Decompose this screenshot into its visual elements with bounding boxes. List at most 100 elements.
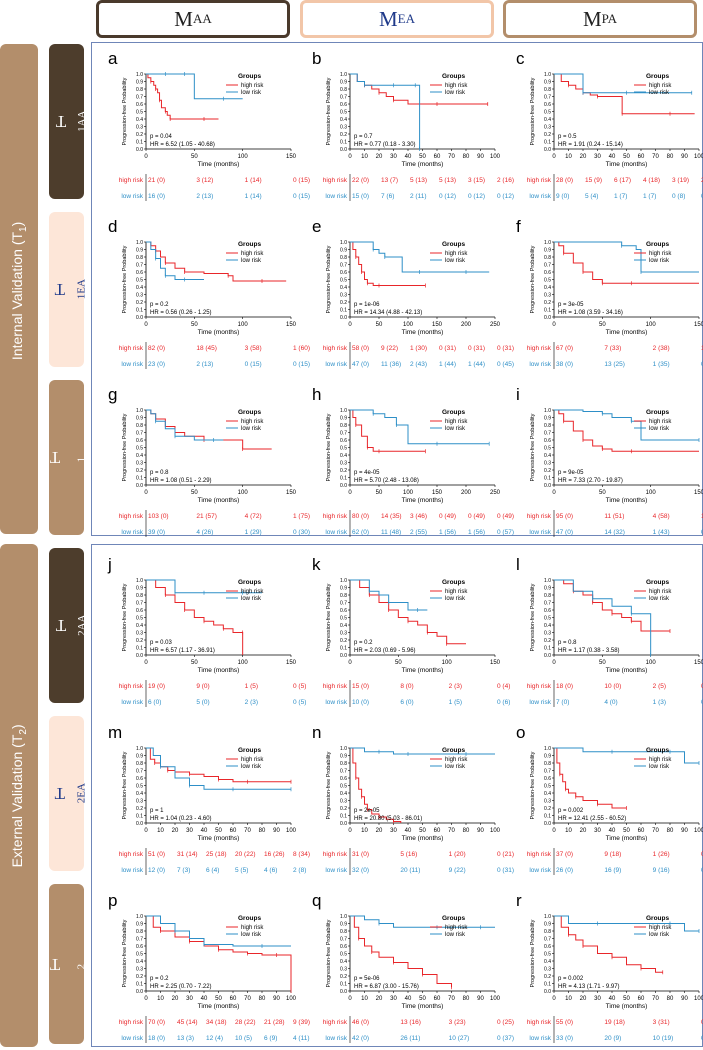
hazard-ratio-m: HR = 1.04 (0.23 - 4.60)	[150, 816, 212, 822]
km-curve-low-e	[350, 241, 490, 273]
km-curve-low-a	[146, 73, 243, 100]
x-tick-label-p: 70	[244, 996, 251, 1002]
y-tick-label-l: 0.0	[544, 653, 551, 659]
risk-value-low-k: 6 (0)	[400, 699, 413, 706]
risk-value-high-i: 11 (51)	[604, 513, 624, 520]
risk-value-low-r: 0 (28)	[701, 1035, 703, 1042]
x-tick-label-r: 0	[552, 996, 556, 1002]
x-tick-label-r: 20	[580, 996, 587, 1002]
legend-high-label-h: high risk	[445, 419, 468, 425]
risk-value-high-c: 4 (18)	[643, 177, 660, 184]
risk-value-high-k: 2 (3)	[449, 683, 462, 690]
x-tick-label-h: 250	[490, 490, 501, 496]
x-tick-label-p: 60	[230, 996, 237, 1002]
y-tick-label-h: 0.8	[340, 423, 347, 429]
panel-letter-e: e	[312, 217, 321, 236]
x-tick-label-p: 80	[259, 996, 266, 1002]
x-tick-label-n: 20	[376, 828, 383, 834]
hazard-ratio-k: HR = 2.03 (0.69 - 5.96)	[354, 648, 416, 654]
p-value-o: p = 0.002	[558, 808, 584, 814]
risk-label-high-b: high risk	[323, 177, 348, 184]
risk-value-high-e: 0 (31)	[468, 345, 485, 352]
km-curve-high-c	[554, 73, 695, 115]
y-tick-label-c: 0.2	[544, 132, 551, 138]
y-tick-label-j: 0.5	[136, 616, 143, 622]
x-tick-label-r: 80	[667, 996, 674, 1002]
x-tick-label-n: 30	[390, 828, 397, 834]
risk-value-low-l: 0 (3)	[701, 699, 703, 706]
legend-title-g: Groups	[238, 409, 261, 416]
risk-label-low-b: low risk	[325, 193, 347, 200]
km-curve-low-k	[350, 579, 428, 611]
risk-value-low-f: 0 (36)	[701, 361, 703, 368]
risk-value-high-h: 14 (35)	[381, 513, 402, 520]
p-value-d: p = 0.2	[150, 302, 169, 308]
risk-value-high-h: 3 (46)	[410, 513, 427, 520]
y-tick-label-f: 1.0	[544, 240, 551, 246]
y-tick-label-b: 0.2	[340, 132, 347, 138]
y-axis-label-c: Progression-free Probability	[530, 77, 536, 145]
y-tick-label-n: 1.0	[340, 746, 347, 752]
risk-value-low-m: 5 (5)	[235, 867, 248, 874]
risk-value-low-h: 62 (0)	[352, 529, 369, 536]
risk-value-low-c: 9 (0)	[556, 193, 569, 200]
legend-high-label-q: high risk	[445, 925, 468, 931]
y-tick-label-p: 0.4	[136, 959, 143, 965]
risk-value-high-h: 80 (0)	[352, 513, 369, 520]
x-tick-label-r: 70	[652, 996, 659, 1002]
x-tick-label-c: 50	[623, 154, 630, 160]
legend-title-h: Groups	[442, 409, 465, 416]
risk-value-high-b: 13 (7)	[381, 177, 398, 184]
risk-label-low-a: low risk	[121, 193, 143, 200]
y-tick-label-i: 0.5	[544, 446, 551, 452]
risk-value-high-g: 4 (72)	[245, 513, 262, 520]
risk-value-low-c: 0 (8)	[701, 193, 703, 200]
y-tick-label-q: 0.4	[340, 959, 347, 965]
risk-value-high-b: 5 (13)	[410, 177, 427, 184]
y-axis-label-f: Progression-free Probability	[530, 245, 536, 313]
km-panel-f: f 0.00.1 0.20.3 0.40.5 0.60.7 0.80.9 1.0 0 50 100…	[516, 217, 703, 369]
risk-label-high-a: high risk	[119, 177, 144, 184]
y-tick-label-p: 0.0	[136, 989, 143, 995]
risk-value-high-d: 82 (0)	[148, 345, 165, 352]
p-value-f: p = 3e-05	[558, 302, 584, 308]
km-panel-q: q 0.00.1 0.20.3 0.40.5 0.60.7 0.80.9 1.0 0 10 20 3…	[312, 891, 514, 1043]
y-tick-label-q: 0.5	[340, 952, 347, 958]
panel-letter-a: a	[108, 49, 118, 68]
x-tick-label-d: 150	[286, 322, 297, 328]
x-tick-label-k: 0	[348, 660, 352, 666]
y-tick-label-d: 0.4	[136, 285, 143, 291]
p-value-n: p = 2e-05	[354, 808, 380, 814]
y-tick-label-g: 0.1	[136, 476, 143, 482]
x-tick-label-c: 80	[667, 154, 674, 160]
hazard-ratio-c: HR = 1.91 (0.24 - 15.14)	[558, 142, 623, 148]
y-tick-label-h: 0.7	[340, 431, 347, 437]
group-internal-validation: Internal Validation (T1)	[0, 44, 38, 534]
y-tick-label-j: 0.1	[136, 646, 143, 652]
y-tick-label-j: 1.0	[136, 578, 143, 584]
y-tick-label-o: 0.6	[544, 776, 551, 782]
risk-value-high-n: 5 (16)	[400, 851, 417, 858]
y-tick-label-b: 0.8	[340, 87, 347, 93]
y-axis-label-o: Progression-free Probability	[530, 751, 536, 819]
risk-value-high-b: 2 (16)	[497, 177, 514, 184]
y-tick-label-r: 0.4	[544, 959, 551, 965]
km-curve-high-n	[350, 747, 402, 823]
legend-low-label-r: low risk	[649, 932, 670, 938]
km-curve-low-o	[554, 747, 699, 764]
x-tick-label-q: 30	[390, 996, 397, 1002]
legend-low-label-p: low risk	[241, 932, 262, 938]
panel-letter-l: l	[516, 555, 520, 574]
y-tick-label-b: 0.0	[340, 147, 347, 153]
x-tick-label-o: 0	[552, 828, 556, 834]
km-curve-low-i	[554, 409, 699, 441]
x-tick-label-k: 100	[442, 660, 453, 666]
risk-value-low-p: 6 (9)	[264, 1035, 277, 1042]
y-tick-label-p: 1.0	[136, 914, 143, 920]
risk-value-high-l: 2 (5)	[653, 683, 666, 690]
y-tick-label-h: 0.6	[340, 438, 347, 444]
legend-low-label-i: low risk	[649, 426, 670, 432]
risk-value-high-o: 37 (0)	[556, 851, 573, 858]
x-tick-label-k: 150	[490, 660, 501, 666]
